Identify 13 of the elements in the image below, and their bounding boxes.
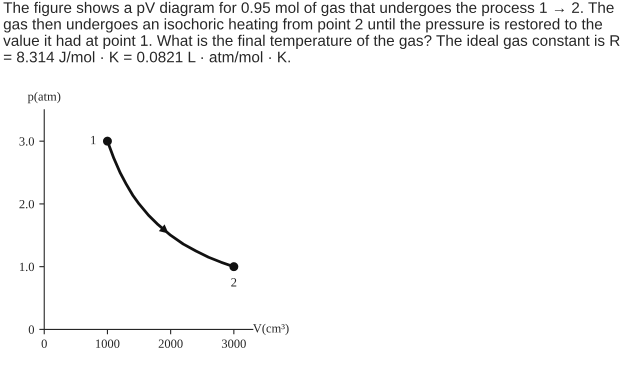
x-tick-label: 3000 [222, 339, 246, 348]
x-tick-label: 1000 [96, 339, 120, 348]
text: The figure shows a pV diagram for 0.95 mol of gas that undergoes the process 1 → 2. The gas then undergoes an isochoric heating from point 2 until the pressure is restored to the value it had at point 1. What is the final temperature of the gas? The ideal gas constant is R = 8.314 J/mol · K = 0.0821 L · atm/mol · K. [3, 2, 620, 62]
y-tick-label: 3.0 [19, 137, 34, 146]
annotation: 1 [91, 136, 96, 144]
x-tick-label: 0 [42, 339, 47, 348]
y-tick-label: 2.0 [19, 200, 34, 208]
y-tick-label: 1.0 [20, 262, 34, 272]
x-tick-label: 2000 [158, 339, 183, 348]
annotation: 2 [231, 278, 236, 286]
y-tick-label: 0 [28, 325, 34, 334]
x-axis-title: V(cm³) [252, 324, 289, 336]
y-axis-title: p(atm) [28, 92, 60, 104]
